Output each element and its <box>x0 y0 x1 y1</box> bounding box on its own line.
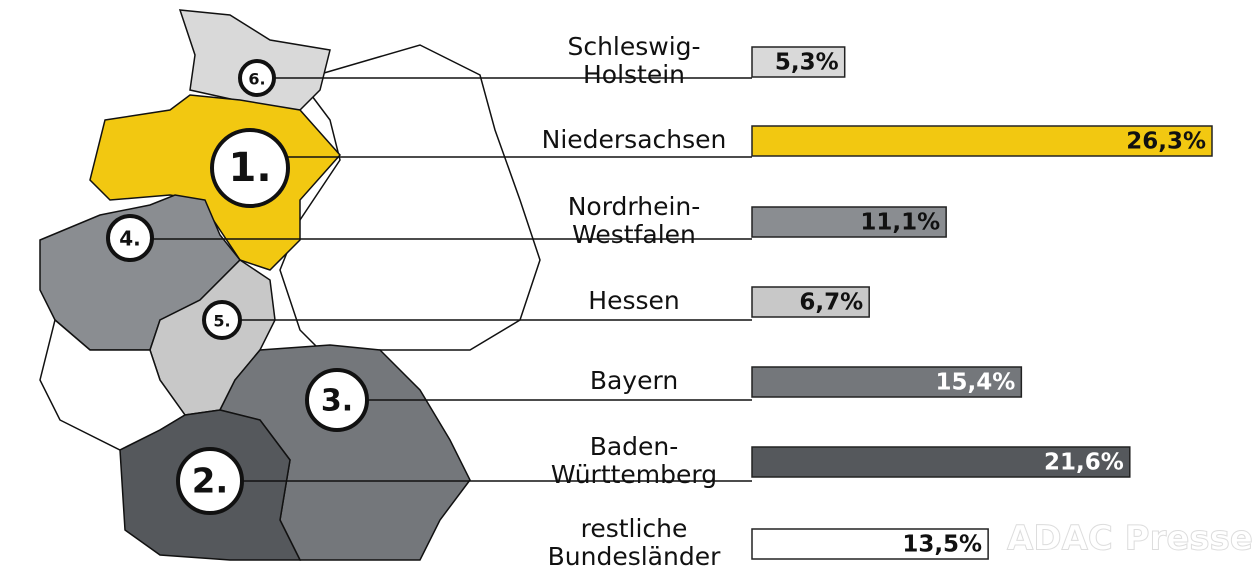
rank-label: 6. <box>248 70 265 89</box>
rank-circle <box>210 128 290 208</box>
value-label: 6,7% <box>799 290 863 316</box>
rank-circle <box>238 59 276 97</box>
category-label: restliche Bundesländer <box>548 514 721 571</box>
value-label: 26,3% <box>1126 129 1206 155</box>
value-label: 5,3% <box>775 50 839 76</box>
bar <box>751 286 870 318</box>
bar <box>751 366 1023 398</box>
category-label: Niedersachsen <box>542 125 727 154</box>
bar <box>751 528 989 560</box>
value-label: 15,4% <box>936 370 1016 396</box>
bar <box>751 125 1213 157</box>
rank-circle <box>305 368 369 432</box>
rank-label: 2. <box>192 462 229 502</box>
rank-label: 3. <box>321 384 353 419</box>
map <box>39 9 541 561</box>
value-label: 11,1% <box>860 210 940 236</box>
rank-label: 4. <box>119 227 141 251</box>
rank-circle <box>202 300 242 340</box>
region-east <box>279 44 541 361</box>
bar <box>751 446 1131 478</box>
rank-circle <box>176 447 244 515</box>
value-label: 21,6% <box>1044 450 1124 476</box>
category-label: Bayern <box>590 366 678 395</box>
bar <box>751 206 947 238</box>
category-label: Baden-Württemberg <box>551 432 717 489</box>
value-label: 13,5% <box>902 532 982 558</box>
category-label: Nordrhein-Westfalen <box>568 192 701 249</box>
rank-label: 5. <box>213 312 230 331</box>
category-label: Hessen <box>588 286 679 315</box>
rank-circle <box>106 214 154 262</box>
watermark: ADAC Presse <box>1007 519 1253 559</box>
bar <box>751 46 846 78</box>
rank-label: 1. <box>228 145 271 191</box>
category-label: Schleswig-Holstein <box>567 32 700 89</box>
